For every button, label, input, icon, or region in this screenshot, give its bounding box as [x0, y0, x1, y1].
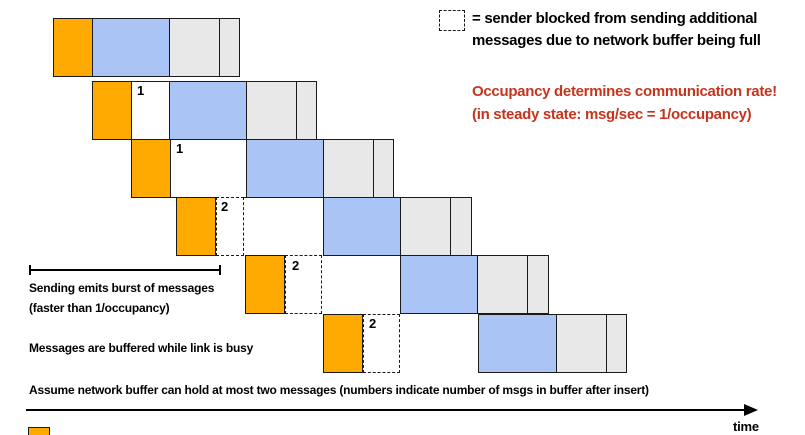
- send-overhead-block: [131, 139, 171, 198]
- legend-line1: = sender blocked from sending additional: [472, 10, 758, 27]
- burst-span-bracket: [29, 265, 221, 275]
- network-link-block: [92, 18, 170, 77]
- receive-stage-block: [169, 18, 220, 77]
- network-link-block: [169, 81, 247, 140]
- network-link-block: [323, 197, 401, 256]
- send-overhead-swatch: [28, 427, 50, 435]
- send-overhead-block: [176, 197, 216, 256]
- receive-stage-block: [219, 18, 240, 77]
- sender-blocked-block: [285, 255, 322, 314]
- legend-blocked-swatch: [439, 10, 465, 31]
- burst-caption-line2: (faster than 1/occupancy): [29, 301, 170, 315]
- buffer-count: 1: [137, 83, 145, 98]
- send-overhead-block: [53, 18, 93, 77]
- legend-line2: messages due to network buffer being ful…: [472, 32, 761, 49]
- highlight-line1: Occupancy determines communication rate!: [472, 83, 777, 100]
- receive-stage-block: [477, 255, 528, 314]
- time-axis-label: time: [733, 419, 759, 434]
- highlight-line2: (in steady state: msg/sec = 1/occupancy): [472, 106, 752, 123]
- network-link-block: [400, 255, 478, 314]
- receive-stage-block: [527, 255, 549, 314]
- buffer-count: 1: [176, 141, 184, 156]
- receive-stage-block: [606, 314, 627, 373]
- time-axis-arrow: [26, 404, 758, 416]
- network-link-block: [478, 314, 557, 373]
- buffered-caption: Messages are buffered while link is busy: [29, 341, 254, 355]
- receive-stage-block: [296, 81, 317, 140]
- send-overhead-block: [245, 255, 285, 314]
- network-link-block: [246, 139, 324, 198]
- receive-stage-block: [323, 139, 374, 198]
- assumption-caption: Assume network buffer can hold at most t…: [29, 383, 649, 397]
- send-overhead-block: [92, 81, 132, 140]
- receive-stage-block: [400, 197, 451, 256]
- send-overhead-block: [323, 314, 363, 373]
- receive-stage-block: [556, 314, 607, 373]
- receive-stage-block: [246, 81, 297, 140]
- buffer-count: 2: [292, 258, 300, 273]
- burst-caption-line1: Sending emits burst of messages: [29, 281, 215, 295]
- receive-stage-block: [450, 197, 472, 256]
- receive-stage-block: [373, 139, 394, 198]
- buffer-count: 2: [221, 199, 229, 214]
- sender-blocked-block: [216, 197, 244, 256]
- sender-blocked-block: [363, 314, 400, 373]
- buffer-count: 2: [369, 316, 377, 331]
